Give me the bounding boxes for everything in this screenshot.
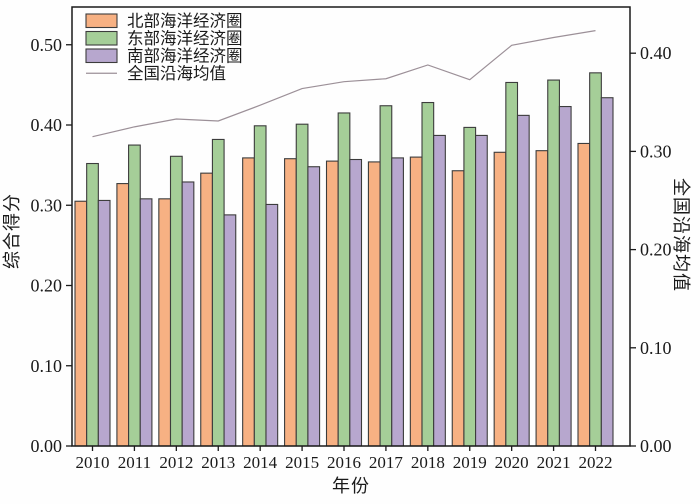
bar-南部海洋经济圈-2011 — [139, 198, 153, 447]
right-tick-label: 0.40 — [640, 43, 672, 63]
bar-东部海洋经济圈-2021 — [547, 79, 560, 447]
bar-南部海洋经济圈-2017 — [391, 157, 404, 447]
x-tick-label: 2020 — [495, 453, 529, 472]
left-tick-label: 0.20 — [31, 276, 63, 296]
legend-swatch-2 — [85, 30, 118, 46]
right-tick-label: 0.30 — [640, 141, 672, 161]
bar-东部海洋经济圈-2010 — [86, 162, 99, 447]
left-tick-label: 0.30 — [31, 195, 63, 215]
left-tick-label: 0.50 — [31, 35, 63, 55]
national-average-line — [92, 30, 596, 138]
bar-北部海洋经济圈-2022 — [577, 142, 591, 447]
bar-东部海洋经济圈-2022 — [589, 72, 602, 447]
legend-label-3: 南部海洋经济圈 — [127, 47, 243, 66]
y-axis-title-left: 综合得分 — [2, 193, 22, 269]
bar-南部海洋经济圈-2014 — [265, 203, 279, 447]
right-tick-label: 0.00 — [640, 436, 672, 456]
plot-border — [71, 6, 631, 447]
bar-东部海洋经济圈-2020 — [505, 81, 519, 447]
bar-南部海洋经济圈-2022 — [600, 97, 614, 447]
x-tick-label: 2022 — [579, 453, 613, 472]
x-tick-label: 2011 — [118, 453, 151, 472]
bar-北部海洋经济圈-2015 — [284, 158, 297, 447]
bar-东部海洋经济圈-2018 — [421, 101, 435, 447]
legend-swatch-3 — [85, 48, 118, 64]
bar-北部海洋经济圈-2017 — [367, 161, 381, 447]
bar-北部海洋经济圈-2019 — [451, 170, 465, 447]
bar-南部海洋经济圈-2012 — [181, 181, 195, 447]
bar-东部海洋经济圈-2014 — [253, 125, 267, 447]
x-tick-label: 2010 — [76, 453, 110, 472]
bar-东部海洋经济圈-2017 — [379, 105, 393, 447]
bar-南部海洋经济圈-2021 — [558, 105, 572, 447]
bar-南部海洋经济圈-2016 — [349, 158, 363, 447]
bar-东部海洋经济圈-2019 — [463, 126, 477, 447]
bar-东部海洋经济圈-2012 — [169, 155, 183, 447]
x-tick-label: 2015 — [285, 453, 319, 472]
bar-东部海洋经济圈-2016 — [337, 112, 351, 447]
right-tick-label: 0.10 — [640, 338, 672, 358]
legend-label-4: 全国沿海均值 — [127, 64, 226, 83]
bar-南部海洋经济圈-2010 — [97, 199, 111, 447]
y-axis-title-right: 全国沿海均值 — [671, 178, 691, 292]
legend-swatch-1 — [85, 13, 118, 29]
bar-东部海洋经济圈-2011 — [128, 144, 141, 447]
bar-北部海洋经济圈-2012 — [158, 198, 172, 447]
x-tick-label: 2018 — [411, 453, 445, 472]
x-tick-label: 2017 — [369, 453, 404, 472]
bar-北部海洋经济圈-2010 — [74, 200, 88, 447]
x-tick-label: 2014 — [243, 453, 278, 472]
legend-label-2: 东部海洋经济圈 — [127, 29, 243, 48]
bar-南部海洋经济圈-2013 — [223, 214, 237, 447]
right-tick-label: 0.20 — [640, 240, 672, 260]
bar-南部海洋经济圈-2020 — [516, 114, 530, 447]
legend-label-1: 北部海洋经济圈 — [127, 12, 243, 31]
bar-北部海洋经济圈-2014 — [242, 157, 255, 447]
left-tick-label: 0.00 — [31, 436, 63, 456]
x-tick-label: 2013 — [201, 453, 235, 472]
x-tick-label: 2012 — [159, 453, 193, 472]
x-tick-label: 2019 — [453, 453, 487, 472]
bar-北部海洋经济圈-2016 — [325, 160, 339, 447]
bar-南部海洋经济圈-2019 — [475, 134, 488, 447]
bar-南部海洋经济圈-2015 — [307, 166, 321, 447]
bar-北部海洋经济圈-2018 — [409, 156, 423, 447]
bar-北部海洋经济圈-2021 — [535, 150, 549, 447]
left-tick-label: 0.40 — [31, 115, 63, 135]
x-axis-title: 年份 — [332, 476, 370, 496]
left-tick-label: 0.10 — [31, 356, 63, 376]
bar-北部海洋经济圈-2013 — [200, 172, 213, 447]
bar-北部海洋经济圈-2011 — [116, 183, 130, 447]
x-tick-label: 2016 — [327, 453, 361, 472]
bar-东部海洋经济圈-2015 — [295, 123, 309, 447]
x-tick-label: 2021 — [537, 453, 571, 472]
bar-北部海洋经济圈-2020 — [493, 151, 507, 447]
bar-南部海洋经济圈-2018 — [433, 134, 446, 447]
bar-东部海洋经济圈-2013 — [211, 138, 225, 447]
